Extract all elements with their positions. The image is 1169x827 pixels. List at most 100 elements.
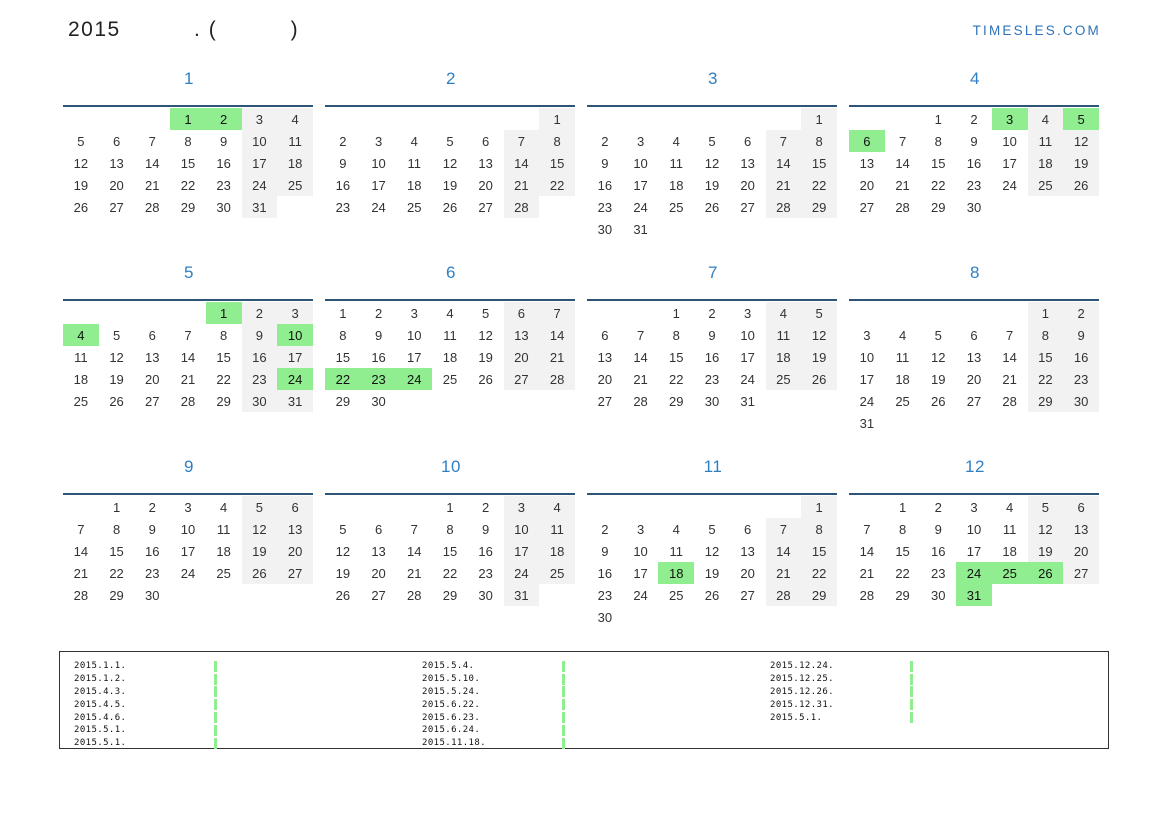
day-cell[interactable]: 4 (446, 305, 454, 321)
day-cell[interactable]: 21 (765, 174, 802, 196)
day-cell[interactable]: 2 (970, 111, 978, 127)
day-cell[interactable]: 31 (956, 584, 992, 606)
day-cell[interactable]: 26 (478, 371, 493, 387)
day-cell[interactable]: 22 (801, 562, 837, 584)
day-cell[interactable]: 3 (503, 496, 540, 518)
day-cell[interactable]: 21 (633, 371, 648, 387)
day-cell[interactable]: 27 (740, 199, 755, 215)
day-cell[interactable]: 24 (859, 393, 875, 409)
day-cell[interactable]: 25 (991, 562, 1028, 584)
day-cell[interactable]: 11 (443, 327, 457, 343)
day-cell[interactable]: 1 (898, 499, 907, 515)
day-cell[interactable]: 22 (109, 565, 124, 581)
day-cell[interactable]: 4 (765, 302, 802, 324)
day-cell[interactable]: 13 (503, 324, 540, 346)
day-cell[interactable]: 15 (335, 349, 351, 365)
day-cell[interactable]: 6 (112, 133, 121, 149)
day-cell[interactable]: 1 (446, 499, 454, 515)
day-cell[interactable]: 12 (478, 327, 493, 343)
day-cell[interactable]: 23 (335, 199, 351, 215)
day-cell[interactable]: 15 (801, 152, 837, 174)
day-cell[interactable]: 23 (704, 371, 720, 387)
day-cell[interactable]: 13 (109, 155, 124, 171)
day-cell[interactable]: 23 (931, 565, 946, 581)
day-cell[interactable]: 30 (216, 199, 231, 215)
day-cell[interactable]: 5 (1027, 496, 1064, 518)
day-cell[interactable]: 8 (672, 327, 680, 343)
day-cell[interactable]: 3 (636, 133, 645, 149)
day-cell[interactable]: 21 (180, 371, 196, 387)
day-cell[interactable]: 12 (801, 324, 837, 346)
day-cell[interactable]: 30 (241, 390, 278, 412)
day-cell[interactable]: 5 (339, 521, 347, 537)
day-cell[interactable]: 11 (74, 349, 88, 365)
day-cell[interactable]: 14 (503, 152, 540, 174)
day-cell[interactable]: 21 (73, 565, 89, 581)
day-cell[interactable]: 25 (895, 393, 910, 409)
day-cell[interactable]: 22 (931, 177, 946, 193)
day-cell[interactable]: 15 (895, 543, 910, 559)
day-cell[interactable]: 6 (482, 133, 490, 149)
day-cell[interactable]: 24 (371, 199, 386, 215)
day-cell[interactable]: 4 (672, 133, 680, 149)
day-cell[interactable]: 4 (410, 133, 418, 149)
day-cell[interactable]: 31 (241, 196, 278, 218)
day-cell[interactable]: 23 (360, 368, 397, 390)
day-cell[interactable]: 19 (478, 349, 493, 365)
day-cell[interactable]: 17 (633, 565, 648, 581)
day-cell[interactable]: 20 (145, 371, 160, 387)
day-cell[interactable]: 28 (633, 393, 648, 409)
day-cell[interactable]: 16 (216, 155, 231, 171)
day-cell[interactable]: 27 (966, 393, 982, 409)
day-cell[interactable]: 27 (503, 368, 540, 390)
day-cell[interactable]: 8 (220, 327, 228, 343)
day-cell[interactable]: 6 (744, 521, 752, 537)
day-cell[interactable]: 3 (410, 305, 418, 321)
day-cell[interactable]: 21 (145, 177, 160, 193)
day-cell[interactable]: 23 (241, 368, 278, 390)
day-cell[interactable]: 28 (1002, 393, 1017, 409)
day-cell[interactable]: 12 (241, 518, 278, 540)
day-cell[interactable]: 7 (636, 327, 645, 343)
day-cell[interactable]: 19 (335, 565, 351, 581)
day-cell[interactable]: 27 (859, 199, 875, 215)
day-cell[interactable]: 2 (934, 499, 942, 515)
day-cell[interactable]: 20 (277, 540, 313, 562)
day-cell[interactable]: 14 (859, 543, 875, 559)
day-cell[interactable]: 5 (241, 496, 278, 518)
day-cell[interactable]: 10 (859, 349, 875, 365)
day-cell[interactable]: 13 (597, 349, 613, 365)
day-cell[interactable]: 30 (597, 221, 613, 237)
day-cell[interactable]: 6 (374, 521, 383, 537)
day-cell[interactable]: 2 (374, 305, 383, 321)
day-cell[interactable]: 12 (442, 155, 458, 171)
day-cell[interactable]: 13 (1063, 518, 1099, 540)
day-cell[interactable]: 3 (744, 305, 752, 321)
day-cell[interactable]: 22 (1027, 368, 1064, 390)
day-cell[interactable]: 24 (740, 371, 755, 387)
day-cell[interactable]: 25 (539, 562, 575, 584)
day-cell[interactable]: 26 (241, 562, 278, 584)
day-cell[interactable]: 19 (801, 346, 837, 368)
day-cell[interactable]: 11 (216, 521, 231, 537)
day-cell[interactable]: 24 (277, 368, 313, 390)
day-cell[interactable]: 9 (148, 521, 156, 537)
day-cell[interactable]: 25 (216, 565, 231, 581)
day-cell[interactable]: 1 (339, 305, 347, 321)
day-cell[interactable]: 26 (931, 393, 946, 409)
day-cell[interactable]: 23 (216, 177, 231, 193)
day-cell[interactable]: 8 (539, 130, 575, 152)
day-cell[interactable]: 19 (241, 540, 278, 562)
day-cell[interactable]: 17 (740, 349, 755, 365)
day-cell[interactable]: 14 (407, 543, 422, 559)
day-cell[interactable]: 4 (277, 108, 313, 130)
day-cell[interactable]: 23 (966, 177, 982, 193)
day-cell[interactable]: 18 (216, 543, 231, 559)
day-cell[interactable]: 3 (184, 499, 192, 515)
day-cell[interactable]: 26 (1027, 562, 1064, 584)
day-cell[interactable]: 17 (180, 543, 196, 559)
day-cell[interactable]: 23 (597, 199, 613, 215)
day-cell[interactable]: 30 (371, 393, 386, 409)
day-cell[interactable]: 18 (539, 540, 575, 562)
day-cell[interactable]: 21 (1002, 371, 1017, 387)
